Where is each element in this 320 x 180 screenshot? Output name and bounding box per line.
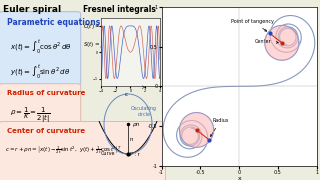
Text: $x(t) = \int_0^t \cos\theta^2\,d\theta$: $x(t) = \int_0^t \cos\theta^2\,d\theta$ <box>10 38 72 56</box>
Text: $S(t)=\int_0^t\!\sin\theta^2\,d\theta$: $S(t)=\int_0^t\!\sin\theta^2\,d\theta$ <box>83 36 130 52</box>
Text: Curve: Curve <box>101 151 115 156</box>
Text: Parametric equations: Parametric equations <box>7 18 100 27</box>
Text: n: n <box>129 137 133 142</box>
Text: Point of tangency: Point of tangency <box>231 19 274 31</box>
Text: Radius of curvature: Radius of curvature <box>7 90 85 96</box>
Text: Center of curvature: Center of curvature <box>7 128 85 134</box>
Text: Osculating
circle: Osculating circle <box>131 106 157 117</box>
FancyBboxPatch shape <box>0 12 81 86</box>
Y-axis label: y: y <box>141 85 147 88</box>
Text: $y(t) = \int_0^t \sin\theta^2\,d\theta$: $y(t) = \int_0^t \sin\theta^2\,d\theta$ <box>10 63 70 81</box>
Text: $c = r + \rho n = \left[x(t) - \frac{1}{2t}\sin t^2,\ y(t) + \frac{1}{2t}\cos t^: $c = r + \rho n = \left[x(t) - \frac{1}{… <box>5 144 122 156</box>
Text: $C(t)=\int_0^t\!\cos\theta^2\,d\theta$: $C(t)=\int_0^t\!\cos\theta^2\,d\theta$ <box>83 18 132 34</box>
FancyBboxPatch shape <box>0 84 81 123</box>
Text: Center: Center <box>255 39 278 44</box>
FancyBboxPatch shape <box>0 122 165 180</box>
Text: Fresnel integrals: Fresnel integrals <box>83 5 156 14</box>
Text: Radius: Radius <box>211 118 228 136</box>
Circle shape <box>180 112 213 147</box>
Text: $\rho = \dfrac{1}{\kappa} = \dfrac{1}{2|t|}$: $\rho = \dfrac{1}{\kappa} = \dfrac{1}{2|… <box>10 106 51 125</box>
X-axis label: x: x <box>237 176 241 180</box>
Text: Euler spiral: Euler spiral <box>3 5 61 14</box>
Text: P : r: P : r <box>130 152 139 157</box>
Text: $\rho$n: $\rho$n <box>132 121 140 129</box>
Text: c: c <box>125 92 128 97</box>
Circle shape <box>265 25 299 60</box>
